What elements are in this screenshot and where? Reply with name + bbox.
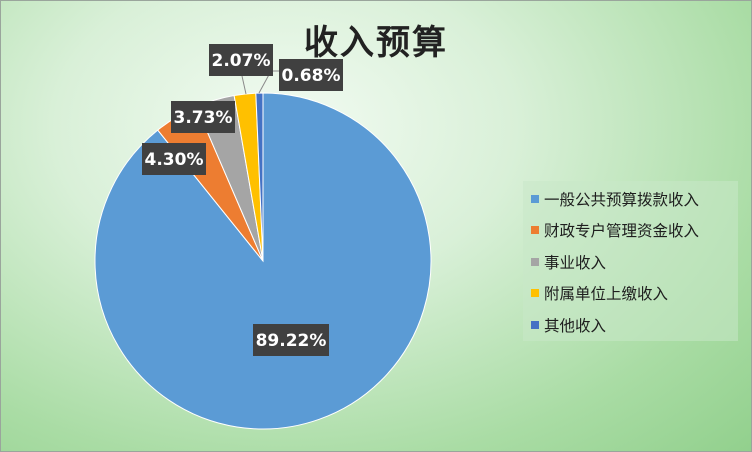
data-label-box: [253, 324, 329, 356]
legend-label: 一般公共预算拨款收入: [544, 190, 700, 209]
legend-swatch: [531, 289, 539, 298]
chart-title: 收入预算: [304, 23, 448, 63]
legend-item: 附属单位上缴收入: [531, 278, 738, 310]
data-label-box: [279, 59, 343, 91]
leader-line: [241, 75, 247, 95]
legend-item: 财政专户管理资金收入: [531, 215, 738, 247]
data-label-text: 4.30%: [145, 150, 204, 170]
data-label: 0.68%: [279, 59, 343, 91]
legend-label: 其他收入: [544, 316, 607, 335]
legend-label: 事业收入: [544, 253, 607, 272]
data-label-box: [209, 44, 273, 76]
data-label-text: 0.68%: [282, 66, 341, 86]
data-label-text: 89.22%: [256, 331, 327, 351]
legend-item: 一般公共预算拨款收入: [531, 183, 738, 215]
legend-item: 其他收入: [531, 309, 738, 341]
legend-label: 附属单位上缴收入: [544, 285, 669, 304]
legend-label: 财政专户管理资金收入: [544, 222, 700, 241]
data-label-text: 2.07%: [212, 51, 271, 71]
legend-item: 事业收入: [531, 246, 738, 278]
legend-swatch: [531, 194, 539, 203]
data-label: 4.30%: [142, 143, 206, 175]
legend: 一般公共预算拨款收入 财政专户管理资金收入 事业收入附属单位上缴收入 其他收入: [523, 181, 738, 341]
legend-swatch: [531, 257, 539, 266]
data-label: 2.07%: [209, 44, 273, 76]
data-label-text: 3.73%: [174, 108, 233, 128]
legend-swatch: [531, 226, 539, 235]
data-label-box: [142, 143, 206, 175]
legend-swatch: [531, 320, 539, 329]
data-label: 3.73%: [171, 101, 235, 133]
data-label-box: [171, 101, 235, 133]
data-label: 89.22%: [253, 324, 329, 356]
